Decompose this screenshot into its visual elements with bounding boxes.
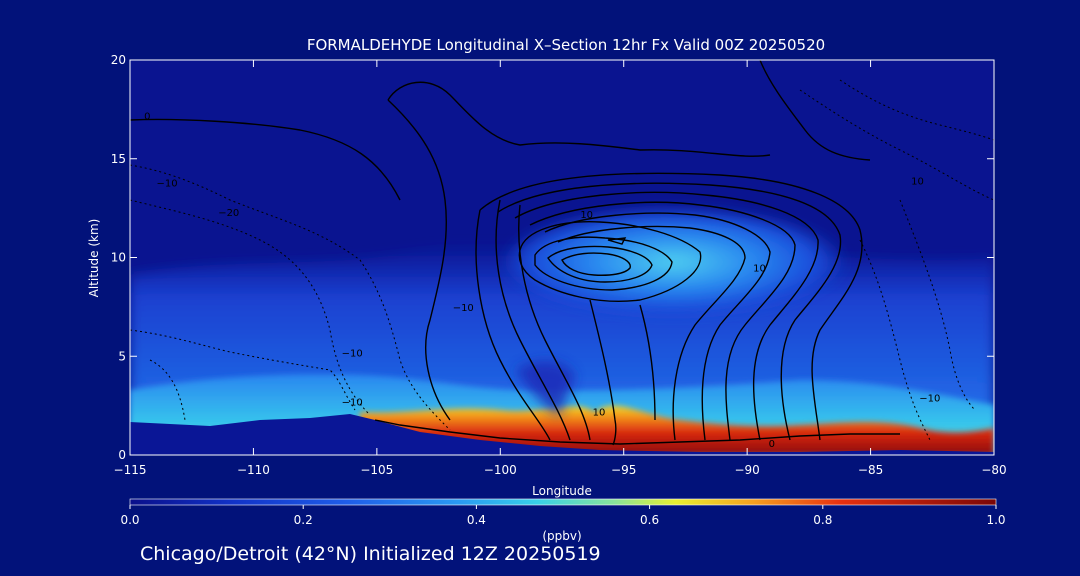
x-tick-label: −80 bbox=[981, 463, 1006, 477]
x-tick-label: −90 bbox=[734, 463, 759, 477]
contour-label: −10 bbox=[453, 303, 474, 314]
colorbar-tick-label: 0.4 bbox=[467, 513, 486, 527]
colorbar: 0.0 0.2 0.4 0.6 0.8 1.0 (ppbv) bbox=[120, 498, 1006, 543]
contour-label: 10 bbox=[593, 408, 606, 419]
colorbar-tick-label: 0.2 bbox=[294, 513, 313, 527]
contour-label: 0 bbox=[769, 439, 775, 450]
y-axis-label: Altitude (km) bbox=[87, 219, 101, 298]
colorbar-tick-label: 1.0 bbox=[986, 513, 1005, 527]
dotted-contours bbox=[130, 79, 994, 441]
x-tick-label: −110 bbox=[237, 463, 270, 477]
contour-label: −10 bbox=[342, 348, 363, 359]
x-tick-label: −105 bbox=[360, 463, 393, 477]
x-tick-label: −85 bbox=[858, 463, 883, 477]
x-tick-label: −115 bbox=[114, 463, 147, 477]
colorbar-tick-label: 0.8 bbox=[813, 513, 832, 527]
y-axis: 0 5 10 15 20 bbox=[111, 53, 994, 462]
contour-label: −10 bbox=[156, 178, 177, 189]
contour-label: 10 bbox=[911, 176, 924, 187]
y-tick-label: 15 bbox=[111, 152, 126, 166]
x-axis: −115 −110 −105 −100 −95 −90 −85 −80 bbox=[114, 60, 1007, 477]
contour-label: 0 bbox=[144, 111, 150, 122]
colorbar-tick-label: 0.0 bbox=[120, 513, 139, 527]
contour-label: 10 bbox=[580, 210, 593, 221]
y-tick-label: 20 bbox=[111, 53, 126, 67]
colorbar-gradient bbox=[130, 499, 996, 505]
colorbar-frame bbox=[129, 498, 997, 506]
contour-labels: 0 −10 −20 −10 −10 −10 10 10 0 10 10 −10 bbox=[144, 111, 940, 450]
colorbar-ticks: 0.0 0.2 0.4 0.6 0.8 1.0 bbox=[120, 505, 1006, 527]
contour-label: −10 bbox=[342, 398, 363, 409]
footer-caption: Chicago/Detroit (42°N) Initialized 12Z 2… bbox=[140, 543, 601, 565]
x-axis-label: Longitude bbox=[532, 484, 592, 498]
colorbar-label: (ppbv) bbox=[542, 529, 581, 543]
contours bbox=[130, 60, 900, 446]
colorbar-tick-label: 0.6 bbox=[640, 513, 659, 527]
y-tick-label: 5 bbox=[118, 349, 126, 363]
x-tick-label: −100 bbox=[484, 463, 517, 477]
chart-title: FORMALDEHYDE Longitudinal X–Section 12hr… bbox=[307, 36, 825, 54]
contour-label: −20 bbox=[218, 208, 239, 219]
x-tick-label: −95 bbox=[611, 463, 636, 477]
y-tick-label: 10 bbox=[111, 251, 126, 265]
terrain bbox=[130, 414, 994, 455]
contour-label: 10 bbox=[753, 263, 766, 274]
y-tick-label: 0 bbox=[118, 448, 126, 462]
heatmap-field: 0 −10 −20 −10 −10 −10 10 10 0 10 10 −10 bbox=[130, 60, 994, 455]
contour-label: −10 bbox=[919, 394, 940, 405]
